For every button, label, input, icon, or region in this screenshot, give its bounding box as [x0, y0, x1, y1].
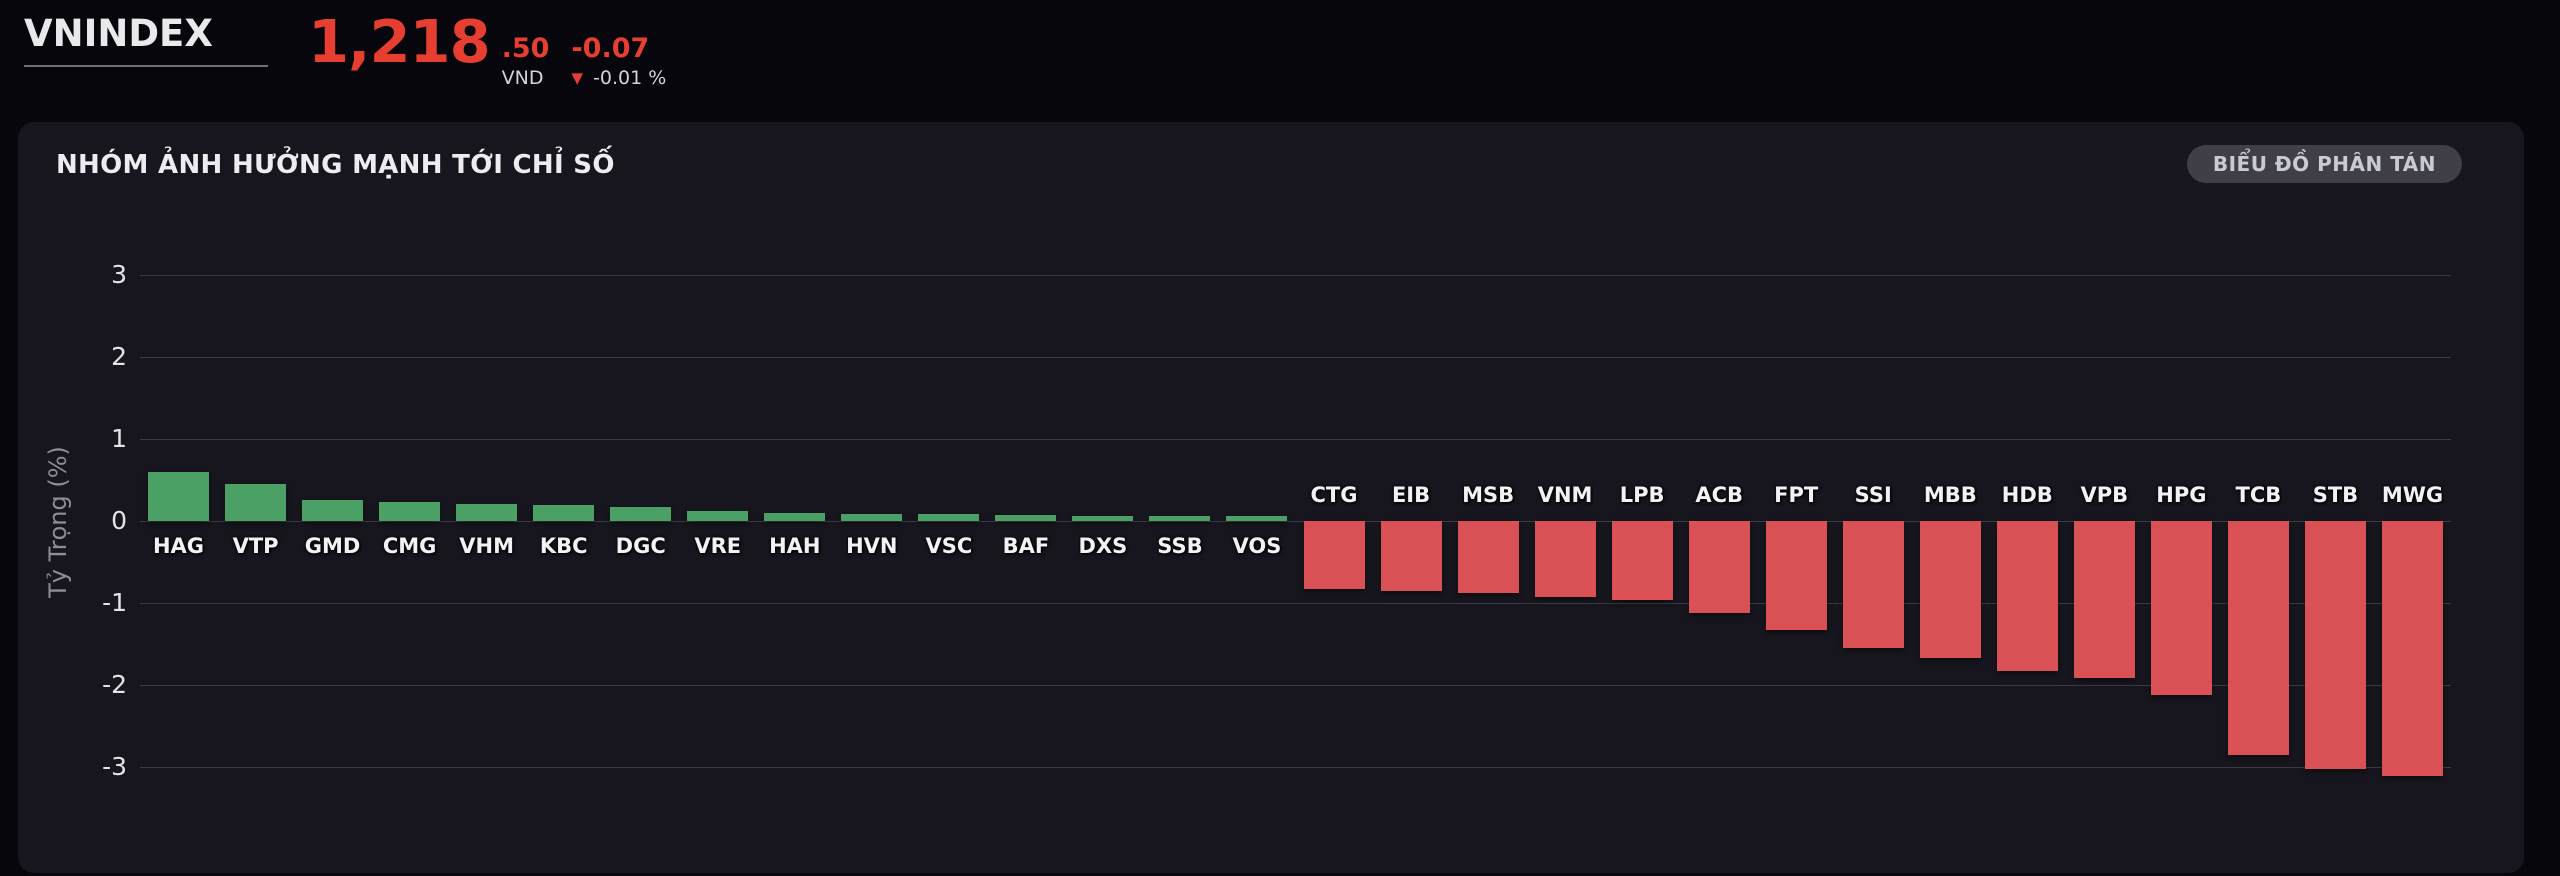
bar-label-HVN: HVN: [846, 534, 898, 558]
bar-GMD[interactable]: [302, 499, 364, 521]
bar-label-VOS: VOS: [1232, 534, 1282, 558]
bar-label-MSB: MSB: [1462, 483, 1515, 507]
scatter-chart-button[interactable]: BIỂU ĐỒ PHÂN TÁN: [2186, 145, 2462, 183]
bar-label-LPB: LPB: [1619, 483, 1665, 507]
bar-MBB[interactable]: [1919, 521, 1981, 658]
index-change-value: -0.07: [571, 33, 650, 64]
bar-VHM[interactable]: [456, 503, 518, 521]
gridline: [140, 356, 2451, 358]
bar-VRE[interactable]: [687, 511, 749, 521]
bar-label-GMD: GMD: [304, 534, 361, 558]
impact-bar-chart: Tỷ Trọng (%) 3 2 1 0 -1 -2 -3 HAG VTP GMD CMG VHM K…: [18, 122, 2524, 873]
bar-label-SSI: SSI: [1854, 483, 1892, 507]
bar-label-STB: STB: [2312, 483, 2359, 507]
bar-label-VHM: VHM: [459, 534, 514, 558]
bar-HAG[interactable]: [148, 471, 210, 521]
panel-title: NHÓM ẢNH HƯỞNG MẠNH TỚI CHỈ SỐ: [56, 150, 615, 180]
y-tick-label: -2: [102, 670, 127, 699]
gridline: [140, 684, 2451, 686]
bar-STB[interactable]: [2304, 521, 2366, 769]
y-tick-label: -1: [102, 588, 127, 617]
impact-panel: NHÓM ẢNH HƯỞNG MẠNH TỚI CHỈ SỐ BIỂU ĐỒ P…: [18, 122, 2524, 873]
bar-LPB[interactable]: [1611, 521, 1673, 600]
bar-VNM[interactable]: [1534, 521, 1596, 598]
bar-VPB[interactable]: [2073, 521, 2135, 678]
bar-DXS[interactable]: [1072, 516, 1134, 521]
bar-KBC[interactable]: [533, 505, 595, 521]
bar-label-KBC: KBC: [539, 534, 588, 558]
index-price-value: 1,218: [308, 7, 491, 76]
bar-EIB[interactable]: [1380, 521, 1442, 591]
down-arrow-icon: ▼: [571, 69, 584, 87]
y-tick-label: 1: [111, 424, 127, 453]
bar-VSC[interactable]: [918, 514, 980, 521]
bar-ACB[interactable]: [1688, 521, 1750, 613]
index-name-block: VNINDEX: [24, 12, 268, 68]
index-change-percent: -0.01 %: [593, 67, 667, 89]
bar-label-VNM: VNM: [1537, 483, 1593, 507]
y-tick-label: 3: [111, 260, 127, 289]
bar-SSB[interactable]: [1149, 516, 1211, 521]
bar-VOS[interactable]: [1226, 516, 1288, 521]
index-price-decimal: .50: [501, 33, 550, 64]
bar-label-BAF: BAF: [1002, 534, 1050, 558]
y-axis-ticks: 3 2 1 0 -1 -2 -3: [18, 122, 127, 873]
bar-FPT[interactable]: [1765, 521, 1827, 631]
bar-label-VSC: VSC: [925, 534, 973, 558]
bar-label-MWG: MWG: [2381, 483, 2444, 507]
bar-label-FPT: FPT: [1774, 483, 1819, 507]
bar-HAH[interactable]: [764, 512, 826, 521]
bar-MWG[interactable]: [2381, 521, 2443, 777]
bar-CTG[interactable]: [1303, 521, 1365, 590]
index-name: VNINDEX: [24, 12, 213, 55]
bar-BAF[interactable]: [995, 515, 1057, 521]
bar-label-CTG: CTG: [1310, 483, 1358, 507]
y-tick-label: 2: [111, 342, 127, 371]
plot-area: HAG VTP GMD CMG VHM KBC DGC VRE HAH HVN VSC BAF DXS S…: [140, 122, 2451, 873]
bar-label-CMG: CMG: [382, 534, 437, 558]
bar-label-HAH: HAH: [769, 534, 821, 558]
bar-label-VRE: VRE: [694, 534, 742, 558]
bar-label-VPB: VPB: [2080, 483, 2129, 507]
bar-HDB[interactable]: [1996, 521, 2058, 672]
index-header: VNINDEX 1,218 .50 VND -0.07 ▼ -0.01 %: [0, 0, 2560, 122]
bar-label-HPG: HPG: [2156, 483, 2207, 507]
bar-MSB[interactable]: [1457, 521, 1519, 594]
bar-CMG[interactable]: [379, 502, 441, 521]
bar-label-DXS: DXS: [1078, 534, 1128, 558]
price-change-column: -0.07 ▼ -0.01 %: [571, 14, 666, 88]
bar-DGC[interactable]: [610, 507, 672, 521]
bar-HVN[interactable]: [841, 513, 903, 521]
bar-label-SSB: SSB: [1157, 534, 1203, 558]
bar-label-ACB: ACB: [1695, 483, 1743, 507]
bar-label-VTP: VTP: [232, 534, 279, 558]
gridline: [140, 274, 2451, 276]
bar-label-HAG: HAG: [152, 534, 205, 558]
bar-HPG[interactable]: [2150, 521, 2212, 695]
bar-VTP[interactable]: [225, 484, 287, 521]
bar-SSI[interactable]: [1842, 521, 1904, 649]
gridline: [140, 602, 2451, 604]
price-decimal-column: .50 VND: [502, 14, 550, 88]
bar-label-TCB: TCB: [2235, 483, 2282, 507]
bar-label-DGC: DGC: [615, 534, 666, 558]
bar-label-EIB: EIB: [1391, 483, 1431, 507]
gridline: [140, 520, 2451, 522]
index-price-block: 1,218 .50 VND -0.07 ▼ -0.01 %: [308, 7, 666, 88]
currency-label: VND: [501, 67, 544, 89]
index-underline: [24, 65, 268, 68]
bar-label-MBB: MBB: [1923, 483, 1977, 507]
y-tick-label: 0: [111, 506, 127, 535]
gridline: [140, 766, 2451, 768]
y-tick-label: -3: [102, 752, 127, 781]
bar-TCB[interactable]: [2227, 521, 2289, 755]
gridline: [140, 438, 2451, 440]
bar-label-HDB: HDB: [2001, 483, 2053, 507]
